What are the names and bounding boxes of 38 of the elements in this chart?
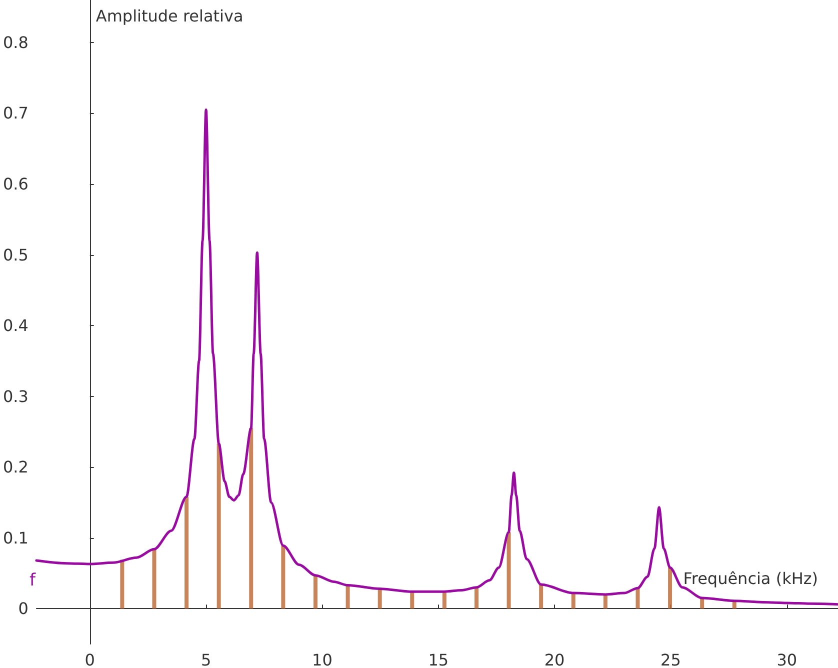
x-tick-label: 20 xyxy=(544,650,565,668)
y-tick-label: 0.3 xyxy=(2,386,28,406)
bar xyxy=(506,532,511,609)
x-tick-label: 5 xyxy=(200,650,212,668)
y-tick-label: 0.1 xyxy=(2,528,28,548)
y-tick-label: 0 xyxy=(18,599,28,618)
bar xyxy=(474,587,478,609)
bar xyxy=(668,568,672,609)
x-tick-label: 25 xyxy=(660,650,681,668)
y-tick-label: 0.5 xyxy=(2,245,28,264)
bar xyxy=(249,428,254,609)
bar xyxy=(120,560,124,609)
bar xyxy=(184,496,189,609)
bar xyxy=(539,584,544,609)
x-tick-label: 0 xyxy=(84,650,95,668)
line-series xyxy=(35,108,838,606)
bar xyxy=(216,444,221,609)
x-axis-title: Frequência (kHz) xyxy=(683,569,818,588)
y-tick-label: 0.4 xyxy=(2,316,28,336)
bar xyxy=(636,588,640,609)
x-tick-label: 30 xyxy=(776,650,798,668)
y-axis-title: Amplitude relativa xyxy=(96,6,244,26)
y-tick-label: 0.6 xyxy=(2,174,28,194)
series-label: f xyxy=(29,570,36,590)
bar xyxy=(410,592,414,609)
bar xyxy=(603,594,608,609)
x-tick-label: 15 xyxy=(428,650,449,668)
bar xyxy=(442,592,446,609)
bar xyxy=(152,549,156,609)
bar xyxy=(378,588,382,609)
x-tick-label: 10 xyxy=(312,650,332,668)
y-tick-label: 0.8 xyxy=(2,32,28,52)
bar xyxy=(313,575,318,609)
bar xyxy=(281,546,286,609)
bar xyxy=(571,593,576,609)
y-tick-label: 0.2 xyxy=(2,458,28,477)
bar xyxy=(346,585,350,609)
y-tick-label: 0.7 xyxy=(2,104,28,123)
